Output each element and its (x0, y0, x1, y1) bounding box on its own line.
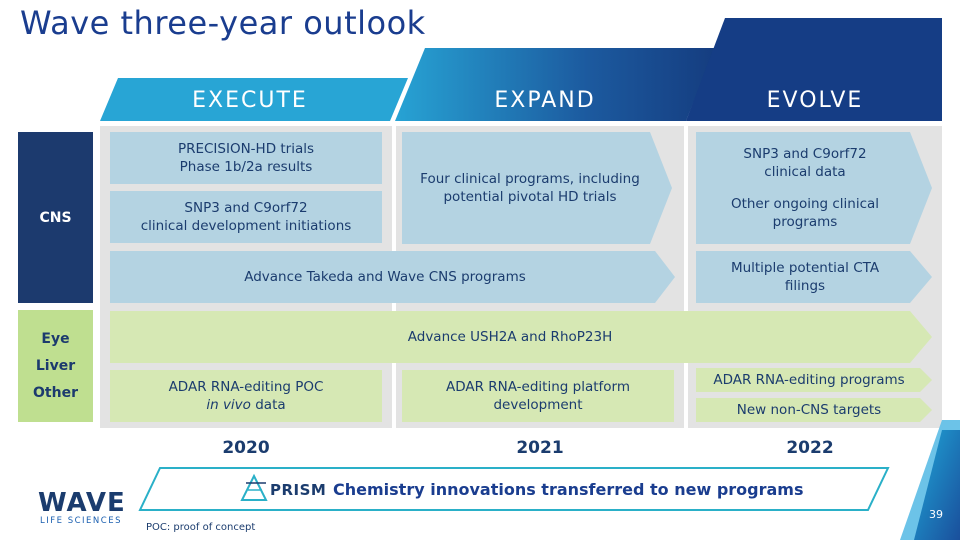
ush2a-arrow (110, 311, 932, 363)
prism-tagline: Chemistry innovations transferred to new… (333, 480, 804, 499)
box-precision-hd: PRECISION-HD trials Phase 1b/2a results (110, 132, 382, 184)
execute-tab-shape (100, 78, 408, 121)
phase-execute: EXECUTE (192, 88, 308, 113)
evolve-tab-shape (686, 18, 942, 121)
year-2022: 2022 (786, 438, 834, 458)
adar-platform-line1: ADAR RNA-editing platform (445, 379, 631, 395)
prism-brand: PRISM (270, 481, 327, 499)
box-snp3-2022: SNP3 and C9orf72 clinical data Other ong… (696, 140, 914, 236)
adar-poc-line2: in vivo data (206, 396, 285, 414)
prism-logo-icon (240, 473, 268, 501)
expand-tab-shape (395, 48, 715, 121)
snp3-2022-line2: clinical data (764, 164, 846, 180)
cta-arrow (696, 251, 932, 303)
four-clinical-line1: Four clinical programs, including (420, 171, 640, 187)
page-title: Wave three-year outlook (20, 4, 426, 42)
phase-expand: EXPAND (494, 88, 596, 113)
box-ush2a: Advance USH2A and RhoP23H (407, 329, 613, 345)
wave-logo: WAVE (38, 488, 126, 518)
page-number: 39 (929, 508, 943, 521)
row-eye-text: Eye (41, 330, 70, 347)
other-ongoing-line1: Other ongoing clinical (730, 196, 880, 212)
prism-banner-shape (138, 467, 890, 511)
precision-hd-line2: Phase 1b/2a results (179, 159, 313, 175)
adar-poc-line1: ADAR RNA-editing POC (168, 379, 324, 395)
snp3-2020-line1: SNP3 and C9orf72 (184, 200, 308, 216)
box-adar-platform: ADAR RNA-editing platform development (402, 370, 674, 422)
footnote: POC: proof of concept (146, 522, 256, 533)
snp3-2022-line1: SNP3 and C9orf72 (743, 146, 867, 162)
box-non-cns: New non-CNS targets (736, 402, 882, 418)
row-cns-text: CNS (39, 209, 72, 226)
row-liver-text: Liver (35, 357, 76, 374)
year-2021: 2021 (516, 438, 564, 458)
row-label-cns: CNS (18, 132, 93, 303)
adar-poc-tail: data (250, 397, 286, 413)
cta-line2: filings (784, 278, 826, 294)
adar-poc-italic: in vivo (206, 397, 251, 413)
adar-programs-arrow (696, 368, 932, 392)
snp3-2020-line2: clinical development initiations (140, 218, 352, 234)
four-clinical-line2: potential pivotal HD trials (443, 189, 617, 205)
year-2020: 2020 (222, 438, 270, 458)
snp3-2022-arrow (696, 132, 932, 244)
box-takeda: Advance Takeda and Wave CNS programs (244, 269, 526, 285)
precision-hd-line1: PRECISION-HD trials (177, 141, 315, 157)
four-clinical-arrow (402, 132, 672, 244)
box-snp3-2020: SNP3 and C9orf72 clinical development in… (110, 191, 382, 243)
cta-line1: Multiple potential CTA (730, 260, 880, 276)
wave-logo-subtitle: LIFE SCIENCES (40, 516, 122, 526)
phase-evolve: EVOLVE (766, 88, 864, 113)
row-label-eye-liver-other: Eye Liver Other (18, 310, 93, 422)
box-four-clinical: Four clinical programs, including potent… (402, 160, 658, 216)
takeda-arrow (110, 251, 675, 303)
other-ongoing-line2: programs (772, 214, 838, 230)
corner-triangle-dark (914, 430, 960, 540)
box-adar-poc: ADAR RNA-editing POC in vivo data (110, 370, 382, 422)
adar-platform-line2: development (493, 397, 583, 413)
row-other-text: Other (33, 384, 78, 401)
non-cns-arrow (696, 398, 932, 422)
box-cta: Multiple potential CTA filings (696, 251, 914, 303)
box-adar-programs: ADAR RNA-editing programs (713, 372, 905, 388)
